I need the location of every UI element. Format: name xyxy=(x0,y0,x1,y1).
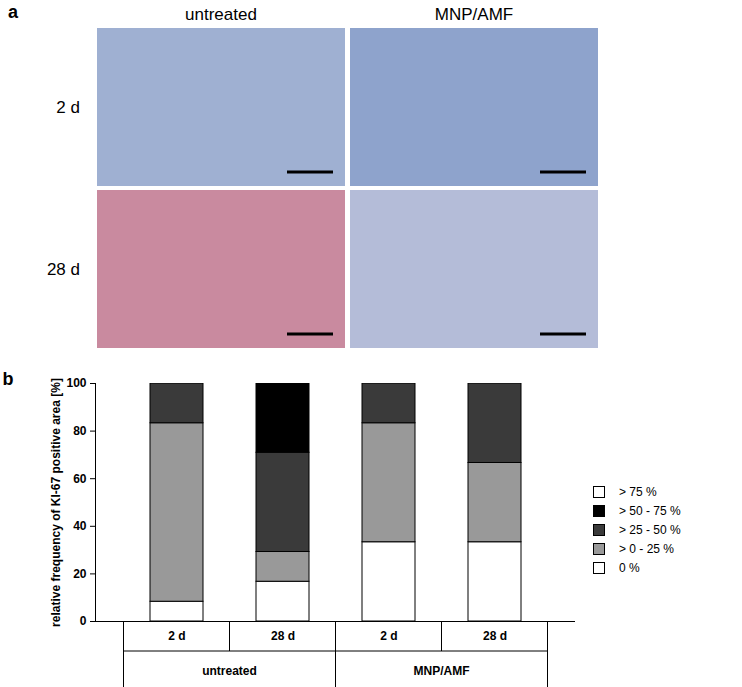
html-text:> 0 - 25 %: > 0 - 25 % xyxy=(619,542,674,556)
html-text:> 75 %: > 75 % xyxy=(619,485,657,499)
svg-text:untreated: untreated xyxy=(202,664,257,678)
svg-text:2 d: 2 d xyxy=(380,629,397,643)
svg-text:2 d: 2 d xyxy=(168,629,185,643)
svg-text:80: 80 xyxy=(73,424,87,438)
svg-text:relative frequency of KI-67 po: relative frequency of KI-67 positive are… xyxy=(49,378,63,627)
html-text:> 50 - 75 %: > 50 - 75 % xyxy=(619,504,681,518)
svg-text:2 d: 2 d xyxy=(56,98,80,117)
html-text:> 25 - 50 %: > 25 - 50 % xyxy=(619,523,681,537)
svg-text:untreated: untreated xyxy=(185,5,257,24)
svg-text:a: a xyxy=(8,2,19,22)
svg-text:28 d: 28 d xyxy=(271,629,295,643)
html-text:0 %: 0 % xyxy=(619,561,640,575)
svg-text:0: 0 xyxy=(80,614,87,628)
svg-text:100: 100 xyxy=(66,376,86,390)
svg-text:28 d: 28 d xyxy=(483,629,507,643)
svg-text:60: 60 xyxy=(73,472,87,486)
svg-text:20: 20 xyxy=(73,567,87,581)
svg-text:MNP/AMF: MNP/AMF xyxy=(414,664,470,678)
svg-text:28 d: 28 d xyxy=(47,260,80,279)
svg-text:MNP/AMF: MNP/AMF xyxy=(435,5,513,24)
svg-text:b: b xyxy=(3,369,14,389)
svg-text:40: 40 xyxy=(73,519,87,533)
